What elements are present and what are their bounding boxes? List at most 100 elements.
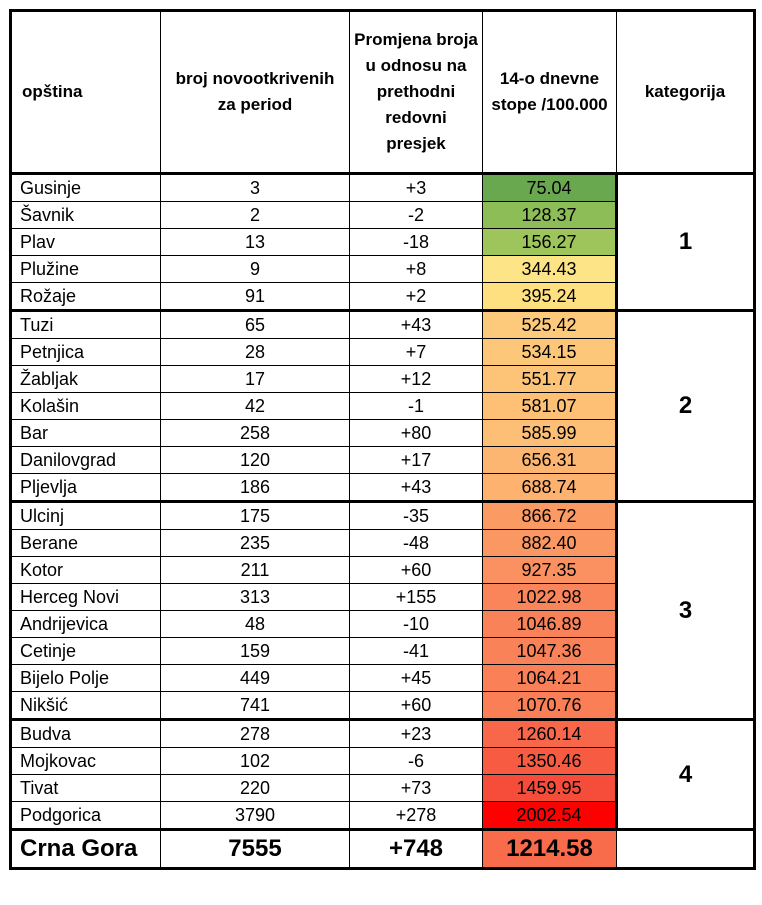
municipality-cell: Plužine bbox=[10, 255, 161, 283]
change-cell: -41 bbox=[349, 637, 483, 665]
change-cell: -18 bbox=[349, 228, 483, 256]
category-cell: 4 bbox=[615, 718, 755, 830]
table-row: Tuzi 65 +43 525.42 2 bbox=[10, 309, 755, 502]
new-cases-cell: 449 bbox=[160, 664, 350, 692]
table-row: Gusinje 3 +3 75.04 1 bbox=[10, 172, 755, 311]
rate-cell: 1070.76 bbox=[482, 691, 617, 720]
table-row: Petnjica 28 +7 534.15 bbox=[10, 338, 755, 366]
table-row: Podgorica 3790 +278 2002.54 bbox=[10, 801, 755, 830]
municipality-cell: Herceg Novi bbox=[10, 583, 161, 611]
rate-cell: 1047.36 bbox=[482, 637, 617, 665]
new-cases-cell: 3790 bbox=[160, 801, 350, 830]
change-cell: -10 bbox=[349, 610, 483, 638]
rate-cell: 525.42 bbox=[482, 309, 617, 339]
rate-cell: 688.74 bbox=[482, 473, 617, 502]
rate-cell: 395.24 bbox=[482, 282, 617, 311]
municipality-cell: Budva bbox=[10, 718, 161, 748]
municipality-cell: Bijelo Polje bbox=[10, 664, 161, 692]
new-cases-cell: 3 bbox=[160, 172, 350, 202]
rate-cell: 156.27 bbox=[482, 228, 617, 256]
change-cell: +60 bbox=[349, 691, 483, 720]
change-cell: +73 bbox=[349, 774, 483, 802]
new-cases-cell: 42 bbox=[160, 392, 350, 420]
rate-cell: 866.72 bbox=[482, 500, 617, 530]
change-cell: +23 bbox=[349, 718, 483, 748]
municipality-cell: Nikšić bbox=[10, 691, 161, 720]
table-row: Kolašin 42 -1 581.07 bbox=[10, 392, 755, 420]
new-cases-cell: 175 bbox=[160, 500, 350, 530]
new-cases-cell: 258 bbox=[160, 419, 350, 447]
change-cell: +2 bbox=[349, 282, 483, 311]
change-cell: -2 bbox=[349, 201, 483, 229]
municipality-cell: Danilovgrad bbox=[10, 446, 161, 474]
category-cell: 3 bbox=[615, 500, 755, 720]
table-row: Kotor 211 +60 927.35 bbox=[10, 556, 755, 584]
new-cases-cell: 65 bbox=[160, 309, 350, 339]
header-row: opština broj novootkrivenih za period Prom… bbox=[10, 10, 755, 174]
change-cell: +8 bbox=[349, 255, 483, 283]
change-cell: -48 bbox=[349, 529, 483, 557]
change-cell: +45 bbox=[349, 664, 483, 692]
municipality-cell: Mojkovac bbox=[10, 747, 161, 775]
table-row: Bijelo Polje 449 +45 1064.21 bbox=[10, 664, 755, 692]
table-row: Žabljak 17 +12 551.77 bbox=[10, 365, 755, 393]
change-cell: +17 bbox=[349, 446, 483, 474]
change-cell: -35 bbox=[349, 500, 483, 530]
new-cases-cell: 159 bbox=[160, 637, 350, 665]
data-table: opština broj novootkrivenih za period Prom… bbox=[9, 9, 756, 870]
table-row: Plav 13 -18 156.27 bbox=[10, 228, 755, 256]
change-cell: +155 bbox=[349, 583, 483, 611]
new-cases-cell: 235 bbox=[160, 529, 350, 557]
rate-cell: 581.07 bbox=[482, 392, 617, 420]
change-cell: -1 bbox=[349, 392, 483, 420]
table-row: Andrijevica 48 -10 1046.89 bbox=[10, 610, 755, 638]
table-body: Gusinje 3 +3 75.04 1 Šavnik 2 -2 128.37 Plav 13 -18… bbox=[10, 172, 755, 869]
municipality-cell: Šavnik bbox=[10, 201, 161, 229]
total-new-cases-cell: 7555 bbox=[160, 828, 350, 869]
table-header: opština broj novootkrivenih za period Prom… bbox=[10, 10, 755, 174]
table-row: Mojkovac 102 -6 1350.46 bbox=[10, 747, 755, 775]
rate-cell: 585.99 bbox=[482, 419, 617, 447]
header-cell: 14-o dnevne stope /100.000 bbox=[482, 10, 617, 174]
new-cases-cell: 186 bbox=[160, 473, 350, 502]
municipality-cell: Rožaje bbox=[10, 282, 161, 311]
total-row: Crna Gora 7555 +748 1214.58 bbox=[10, 828, 755, 869]
table-row: Šavnik 2 -2 128.37 bbox=[10, 201, 755, 229]
new-cases-cell: 102 bbox=[160, 747, 350, 775]
category-cell: 1 bbox=[615, 172, 755, 311]
new-cases-cell: 741 bbox=[160, 691, 350, 720]
header-cell: Promjena broja u odnosu na prethodni red… bbox=[349, 10, 483, 174]
rate-cell: 927.35 bbox=[482, 556, 617, 584]
change-cell: +3 bbox=[349, 172, 483, 202]
new-cases-cell: 91 bbox=[160, 282, 350, 311]
header-cell: kategorija bbox=[616, 10, 755, 174]
change-cell: +278 bbox=[349, 801, 483, 830]
change-cell: +43 bbox=[349, 473, 483, 502]
municipality-cell: Tuzi bbox=[10, 309, 161, 339]
table-row: Tivat 220 +73 1459.95 bbox=[10, 774, 755, 802]
change-cell: +7 bbox=[349, 338, 483, 366]
total-municipality-cell: Crna Gora bbox=[10, 828, 161, 869]
municipality-cell: Podgorica bbox=[10, 801, 161, 830]
table-row: Plužine 9 +8 344.43 bbox=[10, 255, 755, 283]
rate-cell: 656.31 bbox=[482, 446, 617, 474]
municipality-cell: Žabljak bbox=[10, 365, 161, 393]
new-cases-cell: 17 bbox=[160, 365, 350, 393]
table-row: Danilovgrad 120 +17 656.31 bbox=[10, 446, 755, 474]
table-row: Budva 278 +23 1260.14 4 bbox=[10, 718, 755, 830]
header-cell: opština bbox=[10, 10, 161, 174]
rate-cell: 534.15 bbox=[482, 338, 617, 366]
table-row: Bar 258 +80 585.99 bbox=[10, 419, 755, 447]
new-cases-cell: 120 bbox=[160, 446, 350, 474]
municipality-cell: Gusinje bbox=[10, 172, 161, 202]
municipality-cell: Tivat bbox=[10, 774, 161, 802]
new-cases-cell: 211 bbox=[160, 556, 350, 584]
municipality-cell: Bar bbox=[10, 419, 161, 447]
category-cell: 2 bbox=[615, 309, 755, 502]
municipality-cell: Petnjica bbox=[10, 338, 161, 366]
change-cell: -6 bbox=[349, 747, 483, 775]
rate-cell: 1022.98 bbox=[482, 583, 617, 611]
total-rate-cell: 1214.58 bbox=[482, 828, 617, 869]
table-row: Berane 235 -48 882.40 bbox=[10, 529, 755, 557]
